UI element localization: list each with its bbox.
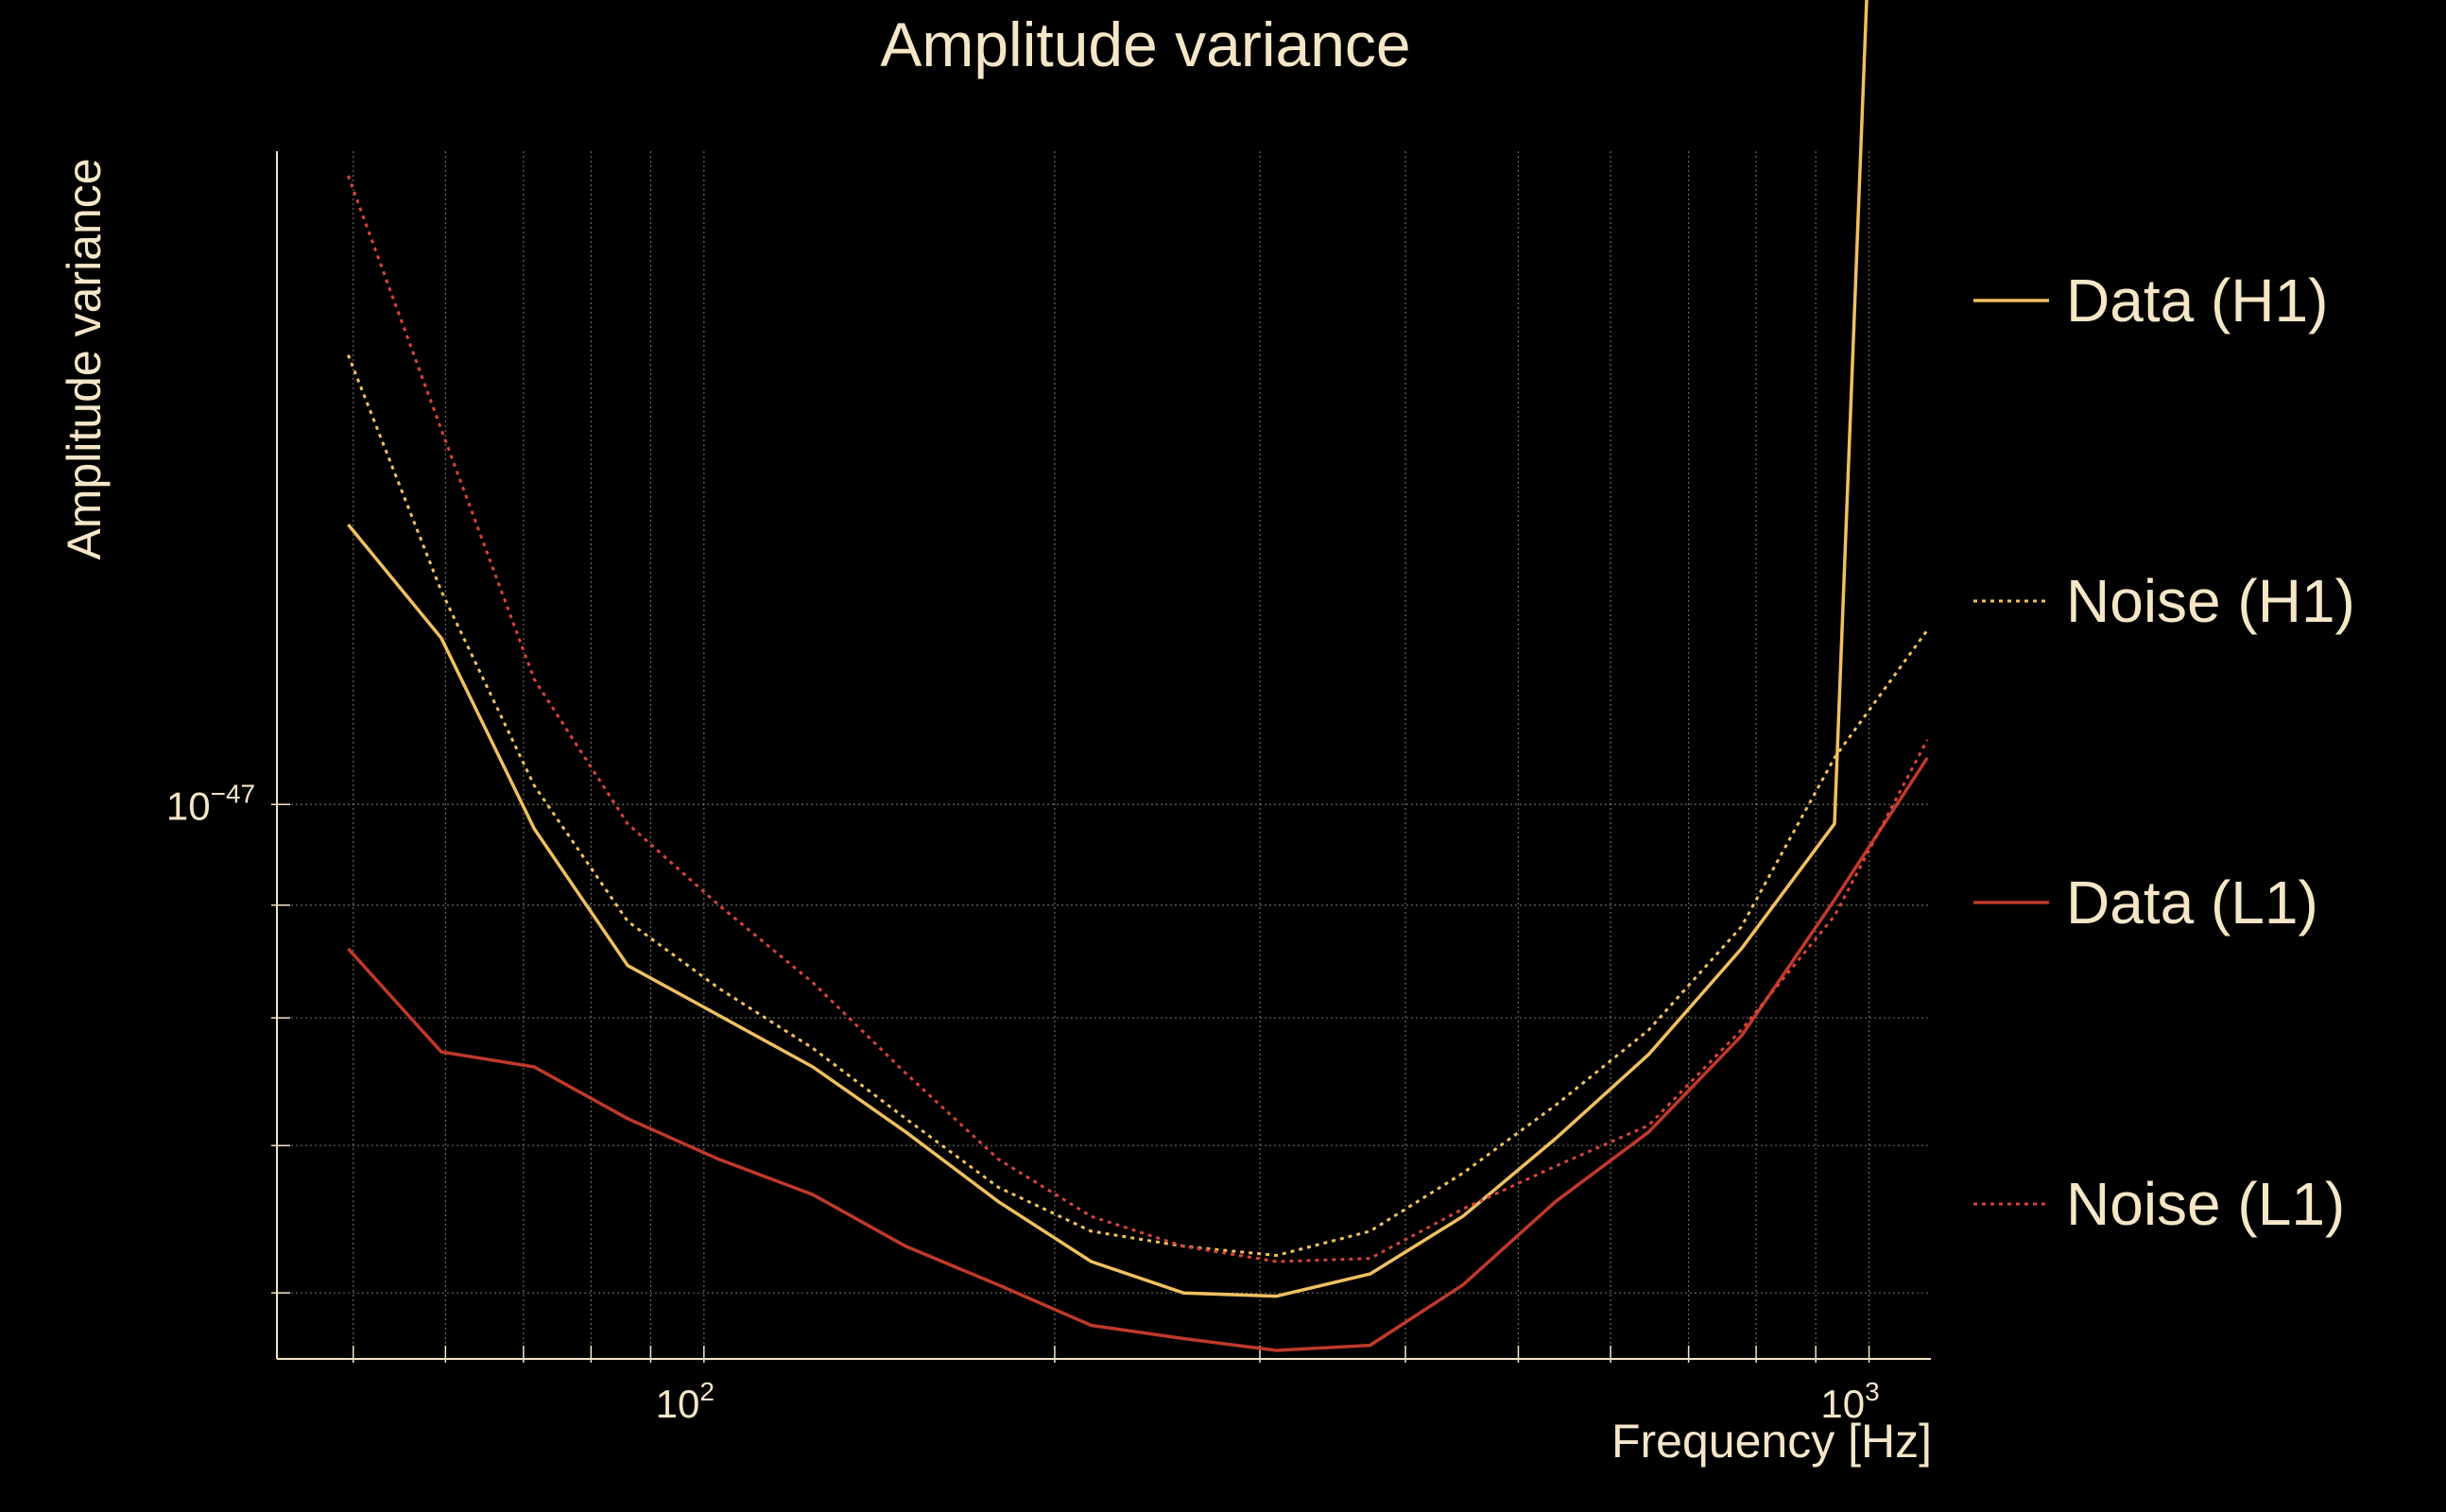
legend-label: Noise (L1) xyxy=(2066,1170,2345,1238)
series-lines xyxy=(346,0,1929,1352)
legend-label: Noise (H1) xyxy=(2066,567,2355,635)
series-line-data-h1 xyxy=(347,0,1869,1298)
x-tick-label: 103 xyxy=(1820,1377,1879,1426)
legend-label: Data (H1) xyxy=(2066,266,2328,335)
y-axis-label: Amplitude variance xyxy=(58,158,111,559)
series-line-data-l1 xyxy=(347,756,1929,1352)
ticks: 102 103 10−47 xyxy=(166,779,1880,1426)
x-axis-label: Frequency [Hz] xyxy=(1611,1415,1932,1468)
series-line-noise-l1 xyxy=(346,175,1929,1263)
chart-title: Amplitude variance xyxy=(880,9,1410,79)
legend-label: Data (L1) xyxy=(2066,868,2318,936)
series-line-noise-h1 xyxy=(347,354,1929,1257)
y-tick-label: 10−47 xyxy=(166,779,255,828)
x-tick-label: 102 xyxy=(656,1377,715,1426)
grid xyxy=(277,151,1931,1359)
legend: Data (H1) Noise (H1) Data (L1) Noise (L1) xyxy=(1973,266,2355,1238)
axes xyxy=(276,151,1931,1360)
